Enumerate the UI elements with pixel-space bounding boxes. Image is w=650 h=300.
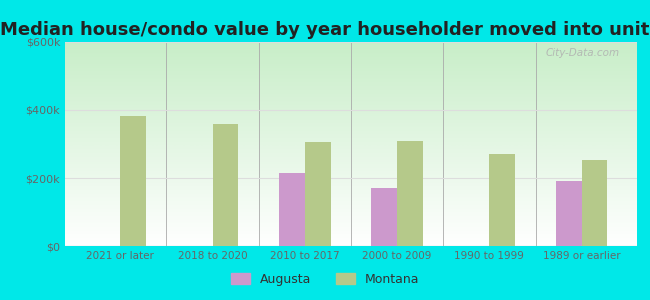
Bar	[279, 173, 305, 246]
Text: Median house/condo value by year householder moved into unit: Median house/condo value by year househo…	[0, 21, 650, 39]
Text: City-Data.com: City-Data.com	[546, 48, 620, 58]
Bar	[397, 141, 423, 246]
Bar	[556, 182, 582, 246]
Bar	[371, 188, 397, 246]
Bar	[213, 124, 239, 246]
Bar	[305, 142, 331, 246]
Bar	[489, 154, 515, 246]
Bar	[120, 116, 146, 246]
Bar	[582, 160, 608, 246]
Legend: Augusta, Montana: Augusta, Montana	[226, 268, 424, 291]
